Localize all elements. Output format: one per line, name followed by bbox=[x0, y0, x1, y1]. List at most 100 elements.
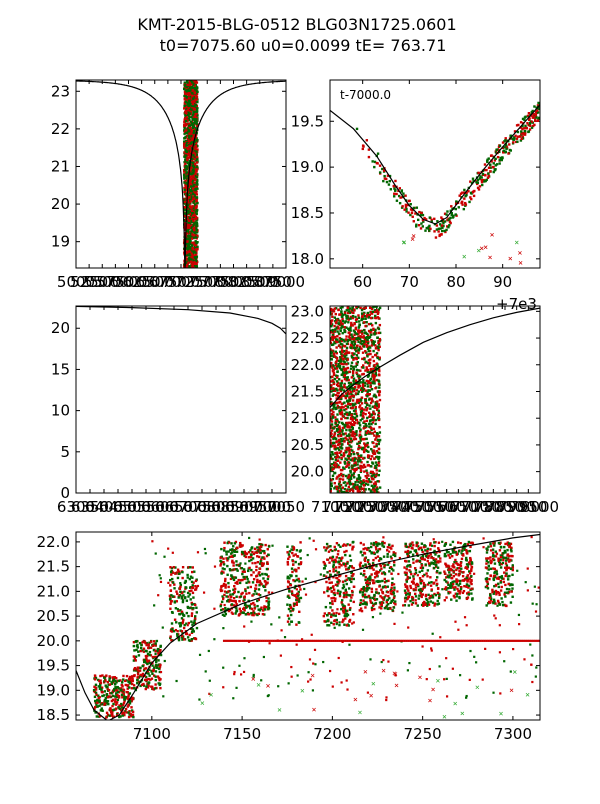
data-point bbox=[189, 217, 191, 219]
data-point bbox=[174, 619, 176, 621]
x-tick-label: 8000 bbox=[521, 498, 559, 516]
data-point bbox=[188, 196, 190, 198]
data-point bbox=[345, 371, 347, 373]
data-point bbox=[147, 672, 149, 674]
outlier-point bbox=[518, 251, 521, 254]
data-point bbox=[334, 416, 336, 418]
data-point bbox=[494, 168, 496, 170]
data-point bbox=[253, 607, 255, 609]
data-point bbox=[345, 475, 347, 477]
data-point bbox=[192, 566, 194, 568]
data-point bbox=[189, 578, 191, 580]
data-point bbox=[346, 426, 348, 428]
data-point bbox=[196, 101, 198, 103]
data-point bbox=[117, 699, 119, 701]
data-point bbox=[341, 323, 343, 325]
data-point bbox=[402, 192, 404, 194]
data-point bbox=[258, 593, 260, 595]
data-point bbox=[267, 608, 269, 610]
data-point bbox=[154, 675, 156, 677]
data-point bbox=[378, 383, 380, 385]
data-point bbox=[524, 116, 526, 118]
data-point bbox=[230, 552, 232, 554]
data-point bbox=[115, 677, 117, 679]
data-point bbox=[441, 224, 443, 226]
data-point bbox=[186, 171, 188, 173]
data-point bbox=[332, 393, 334, 395]
data-point bbox=[340, 418, 342, 420]
data-point bbox=[115, 687, 117, 689]
data-point bbox=[349, 471, 351, 473]
data-point bbox=[367, 348, 369, 350]
data-point bbox=[449, 221, 451, 223]
data-point bbox=[347, 358, 349, 360]
data-point bbox=[388, 183, 390, 185]
data-point bbox=[335, 438, 337, 440]
data-point bbox=[351, 449, 353, 451]
data-point bbox=[360, 399, 362, 401]
data-point bbox=[192, 125, 194, 127]
data-point bbox=[357, 393, 359, 395]
data-point bbox=[376, 456, 378, 458]
outlier-point bbox=[463, 255, 466, 258]
x-tick-label: 7050 bbox=[267, 498, 305, 516]
data-point bbox=[529, 122, 531, 124]
data-point bbox=[195, 118, 197, 120]
data-point bbox=[356, 333, 358, 335]
data-point bbox=[359, 335, 361, 337]
data-point bbox=[142, 665, 144, 667]
data-point bbox=[440, 216, 442, 218]
data-point bbox=[473, 190, 475, 192]
y-tick-label: 22.0 bbox=[37, 533, 70, 551]
data-point bbox=[339, 358, 341, 360]
data-point bbox=[378, 403, 380, 405]
data-point bbox=[114, 698, 116, 700]
data-point bbox=[347, 405, 349, 407]
data-point bbox=[371, 160, 373, 162]
data-point bbox=[362, 148, 364, 150]
y-tick-label: 20.5 bbox=[37, 607, 70, 625]
data-point bbox=[344, 312, 346, 314]
data-point bbox=[194, 604, 196, 606]
data-point bbox=[225, 553, 227, 555]
data-point bbox=[376, 450, 378, 452]
data-point bbox=[337, 459, 339, 461]
data-point bbox=[190, 185, 192, 187]
data-point bbox=[336, 451, 338, 453]
panel-post-peak: 7100715072007250730073507400745075007550… bbox=[291, 302, 560, 516]
data-point bbox=[194, 617, 196, 619]
data-point bbox=[357, 341, 359, 343]
data-point bbox=[333, 442, 335, 444]
data-point bbox=[374, 354, 376, 356]
data-point bbox=[356, 415, 358, 417]
data-point bbox=[256, 581, 258, 583]
data-point bbox=[191, 607, 193, 609]
data-point bbox=[169, 603, 171, 605]
data-point bbox=[248, 567, 250, 569]
data-point bbox=[361, 340, 363, 342]
data-point bbox=[229, 569, 231, 571]
data-point bbox=[353, 453, 355, 455]
data-point bbox=[488, 167, 490, 169]
data-point bbox=[196, 81, 198, 83]
data-point bbox=[477, 172, 479, 174]
data-point bbox=[334, 422, 336, 424]
data-point bbox=[331, 451, 333, 453]
data-point bbox=[192, 187, 194, 189]
data-point bbox=[351, 336, 353, 338]
data-point bbox=[349, 411, 351, 413]
y-tick-label: 19.5 bbox=[37, 657, 70, 675]
data-point bbox=[194, 615, 196, 617]
data-point bbox=[497, 156, 499, 158]
data-point bbox=[528, 130, 530, 132]
data-point bbox=[144, 679, 146, 681]
data-point bbox=[178, 573, 180, 575]
figure-title-line1: KMT-2015-BLG-0512 BLG03N1725.0601 bbox=[137, 15, 456, 34]
data-point bbox=[186, 574, 188, 576]
data-point bbox=[358, 445, 360, 447]
data-point bbox=[375, 445, 377, 447]
data-point bbox=[345, 349, 347, 351]
data-point bbox=[359, 330, 361, 332]
data-point bbox=[340, 338, 342, 340]
data-point bbox=[526, 122, 528, 124]
